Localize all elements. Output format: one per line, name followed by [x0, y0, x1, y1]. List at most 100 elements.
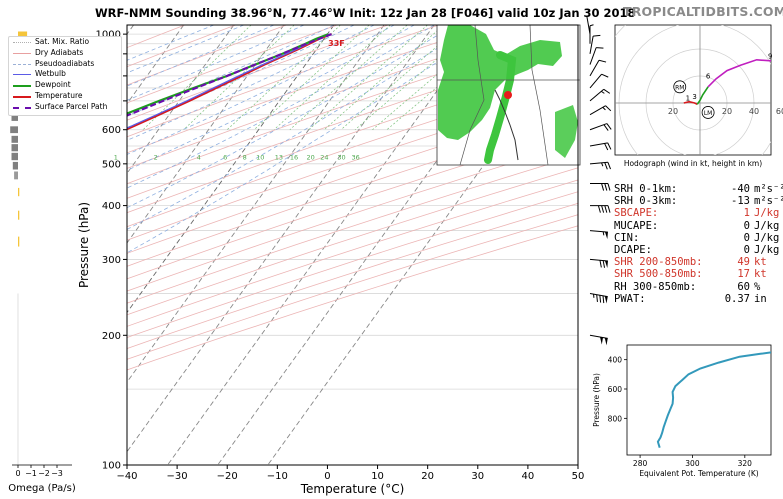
sounding-params: SRH 0-1km: -40 m²s⁻² SRH 0-3km: -13 m²s⁻² SBCA… — [614, 183, 783, 305]
omega-tick-label: −2 — [38, 469, 50, 478]
mixing-ratio-label: 8 — [243, 153, 247, 161]
param-unit: J/kg — [754, 207, 780, 220]
x-tick-label: −10 — [267, 471, 288, 482]
isotherm-line — [127, 25, 285, 244]
x-tick-label: 30 — [471, 471, 484, 482]
hodograph-height-label: 3 — [692, 93, 696, 101]
theta-e-xtick-label: 320 — [738, 459, 753, 468]
x-tick-label: −20 — [217, 471, 238, 482]
wind-barb-shaft — [589, 47, 597, 65]
location-marker — [504, 91, 512, 99]
legend-swatch — [13, 95, 31, 98]
legend-label: Pseudoadiabats — [35, 58, 95, 68]
param-value: -13 — [731, 195, 750, 208]
mixing-ratio-line — [226, 25, 341, 130]
legend: Sat. Mix. Ratio Dry Adiabats Pseudoadiabat… — [8, 36, 122, 116]
wind-barb-shaft — [586, 16, 591, 35]
legend-item: Surface Parcel Path — [9, 102, 121, 113]
isotherm-line — [127, 25, 235, 175]
wind-barb-full — [604, 205, 608, 213]
omega-bar — [14, 171, 18, 180]
wind-barb-full — [607, 142, 612, 150]
wind-barb-half — [586, 14, 591, 17]
wind-barb-half — [601, 90, 605, 94]
legend-label: Wetbulb — [35, 69, 66, 79]
moist-adiabat-line — [127, 25, 455, 209]
precip-area — [555, 105, 578, 158]
param-row: RH 300-850mb: 60% — [614, 281, 783, 293]
skewt-frame — [126, 24, 579, 466]
param-value: 0 — [743, 244, 750, 257]
wind-barb — [589, 24, 594, 44]
param-unit: kt — [754, 256, 767, 269]
moist-adiabat-line — [127, 25, 244, 74]
param-unit: kt — [754, 268, 767, 281]
y-axis-label: Pressure (hPa) — [77, 202, 91, 288]
param-label: RH 300-850mb: — [614, 280, 697, 293]
y-tick-label: 300 — [102, 255, 121, 266]
param-value: 1 — [743, 207, 750, 220]
map-coast — [494, 89, 519, 161]
hodograph-caption: Hodograph (wind in kt, height in km) — [624, 159, 762, 168]
dry-adiabat-line — [127, 25, 287, 86]
param-unit: m²s⁻² — [754, 183, 783, 195]
wind-barb — [589, 47, 604, 65]
y-tick-label: 100 — [102, 461, 121, 472]
param-row: PWAT: 0.37 in — [614, 293, 783, 305]
wind-barb-half — [589, 24, 594, 27]
mixing-ratio-line — [142, 25, 252, 130]
wind-barb-half — [602, 231, 605, 236]
dry-adiabat-line — [127, 167, 578, 316]
param-value: 0.37 — [724, 292, 750, 305]
hodograph-marker — [673, 80, 687, 94]
isotherm-line — [127, 25, 185, 105]
omega-bar — [10, 126, 18, 134]
theta-e-frame — [626, 344, 772, 456]
param-value: 17 — [737, 268, 750, 281]
hodograph-frame — [614, 24, 772, 156]
wind-barb-full — [603, 124, 609, 131]
dry-adiabat-line — [127, 25, 236, 68]
param-value: 60 — [737, 280, 750, 293]
param-label: CIN: — [614, 231, 640, 244]
wind-barb — [589, 34, 601, 54]
brand-label[interactable]: TROPICALTIDBITS.COM — [623, 4, 783, 19]
param-label: SHR 500-850mb: — [614, 268, 703, 281]
omega-tick-label: −1 — [25, 469, 37, 478]
wind-barb-full — [602, 295, 605, 304]
param-row: SRH 0-3km: -13 m²s⁻² — [614, 195, 783, 207]
mixing-ratio-label: 4 — [197, 153, 201, 161]
wind-barb-full — [601, 73, 609, 78]
x-tick-label: 10 — [371, 471, 384, 482]
x-tick-label: −30 — [167, 471, 188, 482]
wind-barb — [590, 205, 611, 213]
legend-swatch — [13, 106, 31, 109]
param-label: PWAT: — [614, 292, 646, 305]
dry-adiabat-line — [127, 59, 578, 214]
page-title: WRF-NMM Sounding 38.96°N, 77.46°W Init: … — [95, 6, 636, 20]
param-value: 0 — [743, 231, 750, 244]
theta-e-ylabel: Pressure (hPa) — [592, 373, 601, 427]
param-row: CIN: 0 J/kg — [614, 232, 783, 244]
omega-bar — [18, 31, 28, 37]
param-value: 49 — [737, 256, 750, 269]
wind-barb — [589, 230, 608, 240]
y-tick-label: 600 — [102, 125, 121, 136]
omega-bar — [11, 144, 18, 152]
wind-barb-full — [597, 205, 601, 213]
param-unit: J/kg — [754, 231, 780, 244]
moist-adiabat-line — [127, 25, 214, 61]
isotherm-line — [127, 25, 335, 314]
x-tick-label: 40 — [522, 471, 535, 482]
hodograph-tick-label: 20 — [722, 107, 732, 116]
mixing-ratio-label: 36 — [352, 153, 360, 161]
mixing-ratio-label: 1 — [114, 153, 118, 161]
theta-e-ytick-label: 800 — [608, 414, 623, 423]
legend-swatch — [13, 63, 31, 65]
hodograph-trace — [774, 61, 781, 84]
y-tick-label: 500 — [102, 159, 121, 170]
legend-item: Dry Adiabats — [9, 48, 121, 59]
skewt-traces — [127, 33, 332, 131]
param-unit: m²s⁻² — [754, 195, 783, 208]
wind-barb-full — [607, 205, 611, 213]
